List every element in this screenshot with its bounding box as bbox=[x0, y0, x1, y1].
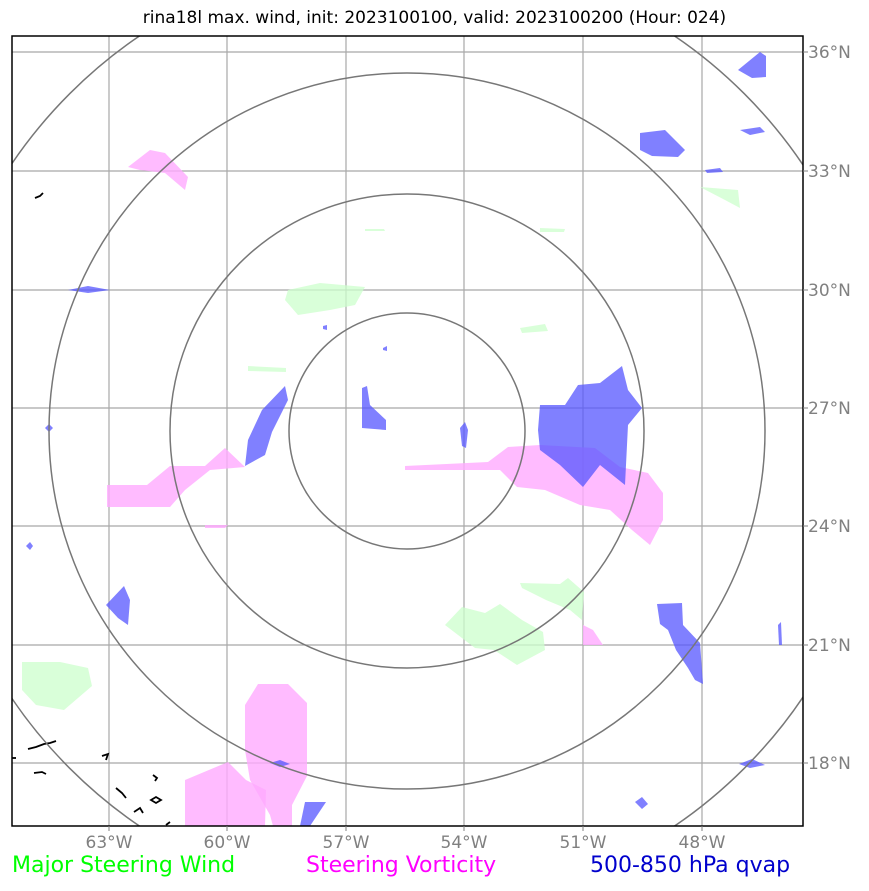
lon-tick-label: 63°W bbox=[86, 833, 133, 853]
qvap-area bbox=[383, 346, 387, 351]
lat-tick-label: 18°N bbox=[808, 754, 851, 774]
vorticity-area bbox=[583, 625, 603, 645]
range-ring bbox=[169, 193, 645, 669]
qvap-area bbox=[26, 542, 33, 550]
qvap-area bbox=[68, 286, 110, 293]
lon-tick-label: 54°W bbox=[441, 833, 488, 853]
qvap-areas bbox=[26, 52, 782, 826]
steering-vorticity-areas bbox=[107, 150, 663, 826]
qvap-area bbox=[300, 802, 326, 826]
latitude-labels: 36°N 33°N 30°N 27°N 24°N 21°N 18°N bbox=[808, 43, 851, 774]
lat-tick-label: 36°N bbox=[808, 43, 851, 63]
lon-tick-label: 51°W bbox=[560, 833, 607, 853]
qvap-area bbox=[635, 797, 648, 809]
wind-area bbox=[540, 228, 565, 232]
legend-qvap: 500-850 hPa qvap bbox=[590, 853, 791, 878]
map-frame bbox=[11, 35, 804, 827]
lon-tick-label: 57°W bbox=[323, 833, 370, 853]
coastline bbox=[149, 795, 163, 805]
coastline bbox=[152, 774, 159, 782]
lat-tick-label: 33°N bbox=[808, 162, 851, 182]
qvap-area bbox=[538, 366, 642, 487]
coastline bbox=[101, 752, 110, 761]
lat-tick-label: 21°N bbox=[808, 636, 851, 656]
qvap-area bbox=[778, 622, 782, 645]
range-ring bbox=[288, 312, 526, 550]
range-ring bbox=[48, 72, 766, 790]
qvap-area bbox=[739, 759, 765, 768]
legend-steering-vorticity: Steering Vorticity bbox=[306, 853, 497, 878]
qvap-area bbox=[460, 422, 468, 448]
qvap-area bbox=[657, 603, 703, 684]
graticule bbox=[12, 36, 803, 826]
major-steering-wind-areas bbox=[22, 187, 740, 710]
coastlines bbox=[12, 192, 171, 826]
legend-major-steering-wind: Major Steering Wind bbox=[12, 853, 236, 878]
qvap-area bbox=[106, 586, 130, 625]
wind-area bbox=[365, 229, 385, 231]
lat-tick-label: 24°N bbox=[808, 517, 851, 537]
lat-tick-label: 30°N bbox=[808, 281, 851, 301]
wind-area bbox=[520, 578, 584, 620]
qvap-area bbox=[705, 168, 723, 173]
qvap-area bbox=[270, 760, 290, 767]
lon-tick-label: 60°W bbox=[204, 833, 251, 853]
wind-area bbox=[22, 662, 92, 710]
coastline bbox=[27, 740, 57, 750]
wind-area bbox=[248, 366, 286, 372]
wind-area bbox=[445, 604, 545, 665]
coastline bbox=[165, 821, 171, 826]
qvap-area bbox=[640, 130, 685, 157]
lat-tick-label: 27°N bbox=[808, 399, 851, 419]
vorticity-area bbox=[405, 445, 663, 545]
qvap-area bbox=[740, 127, 765, 135]
qvap-area bbox=[738, 52, 766, 78]
wind-area bbox=[520, 324, 548, 333]
qvap-area bbox=[323, 325, 327, 330]
vorticity-area bbox=[205, 525, 228, 528]
map-title: rina18l max. wind, init: 2023100100, val… bbox=[142, 8, 727, 28]
wind-area bbox=[285, 283, 365, 315]
qvap-area bbox=[245, 386, 288, 466]
wind-area bbox=[700, 187, 740, 208]
lon-tick-label: 48°W bbox=[679, 833, 726, 853]
vorticity-area bbox=[107, 448, 245, 507]
longitude-labels: 63°W 60°W 57°W 54°W 51°W 48°W bbox=[86, 833, 726, 853]
coastline bbox=[33, 771, 47, 775]
vorticity-area bbox=[185, 762, 266, 826]
tick-marks bbox=[108, 51, 808, 831]
coastline bbox=[133, 806, 144, 814]
vorticity-area bbox=[128, 150, 188, 190]
coastline bbox=[34, 192, 44, 199]
qvap-area bbox=[362, 386, 386, 430]
coastline bbox=[115, 787, 127, 799]
